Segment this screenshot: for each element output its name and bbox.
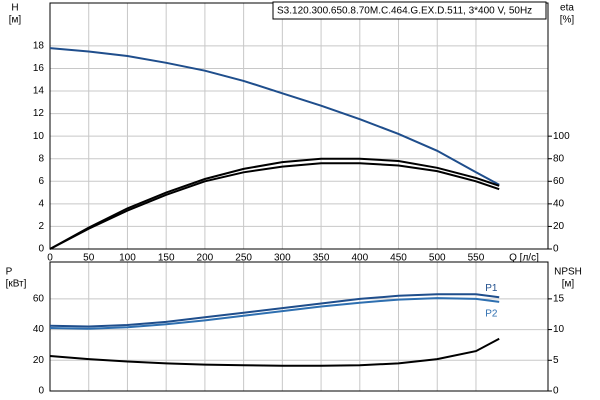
curve bbox=[49, 297, 500, 330]
x-tick-label: 350 bbox=[313, 253, 330, 264]
y-axis-label: H bbox=[11, 3, 18, 14]
y-axis-label: P bbox=[6, 267, 13, 278]
y-tick-label: 60 bbox=[33, 293, 45, 304]
curve bbox=[49, 47, 500, 186]
y-tick-label: 0 bbox=[38, 244, 44, 255]
y2-tick-label: 80 bbox=[553, 153, 565, 164]
x-tick-label: 300 bbox=[274, 253, 291, 264]
y-tick-label: 2 bbox=[38, 221, 44, 232]
chart-title: S3.120.300.650.8.70M.C.464.G.EX.D.511, 3… bbox=[277, 6, 532, 17]
y2-tick-label: 20 bbox=[553, 221, 565, 232]
legend-label: P2 bbox=[485, 309, 498, 320]
y-tick-label: 18 bbox=[33, 41, 45, 52]
y2-tick-label: 0 bbox=[553, 386, 559, 397]
title-box bbox=[272, 1, 547, 20]
x-axis-label: Q [л/с] bbox=[509, 253, 539, 264]
y-axis-unit: [м] bbox=[9, 15, 22, 26]
x-tick-label: 50 bbox=[83, 253, 95, 264]
y2-tick-label: 15 bbox=[553, 293, 565, 304]
y2-axis-unit: [м] bbox=[562, 279, 575, 290]
y2-tick-label: 5 bbox=[553, 355, 559, 366]
y-tick-label: 6 bbox=[38, 176, 44, 187]
y2-tick-label: 10 bbox=[553, 324, 565, 335]
curve bbox=[49, 293, 500, 328]
legend-label: P1 bbox=[485, 283, 498, 294]
curve bbox=[49, 157, 500, 250]
y2-tick-label: 60 bbox=[553, 176, 565, 187]
x-tick-label: 550 bbox=[468, 253, 485, 264]
y-tick-label: 20 bbox=[33, 355, 45, 366]
y2-tick-label: 100 bbox=[553, 131, 570, 142]
x-tick-label: 450 bbox=[390, 253, 407, 264]
y-axis-unit: [кВт] bbox=[6, 279, 27, 290]
x-tick-label: 400 bbox=[351, 253, 368, 264]
y-tick-label: 12 bbox=[33, 108, 45, 119]
x-tick-label: 250 bbox=[235, 253, 252, 264]
x-tick-label: 150 bbox=[158, 253, 175, 264]
y-tick-label: 10 bbox=[33, 131, 45, 142]
y-tick-label: 40 bbox=[33, 324, 45, 335]
y-tick-label: 16 bbox=[33, 63, 45, 74]
x-tick-label: 500 bbox=[429, 253, 446, 264]
x-tick-label: 0 bbox=[47, 253, 53, 264]
y-tick-label: 14 bbox=[33, 86, 45, 97]
x-tick-label: 100 bbox=[119, 253, 136, 264]
y2-tick-label: 40 bbox=[553, 199, 565, 210]
y-tick-label: 0 bbox=[38, 386, 44, 397]
y2-axis-unit: [%] bbox=[560, 15, 575, 26]
y-tick-label: 4 bbox=[38, 199, 44, 210]
y2-axis-label: NPSH bbox=[554, 267, 582, 278]
curve bbox=[49, 162, 500, 250]
curve bbox=[49, 337, 500, 367]
y2-axis-label: eta bbox=[560, 3, 574, 14]
x-tick-label: 200 bbox=[197, 253, 214, 264]
y2-tick-label: 0 bbox=[553, 244, 559, 255]
y-tick-label: 8 bbox=[38, 153, 44, 164]
